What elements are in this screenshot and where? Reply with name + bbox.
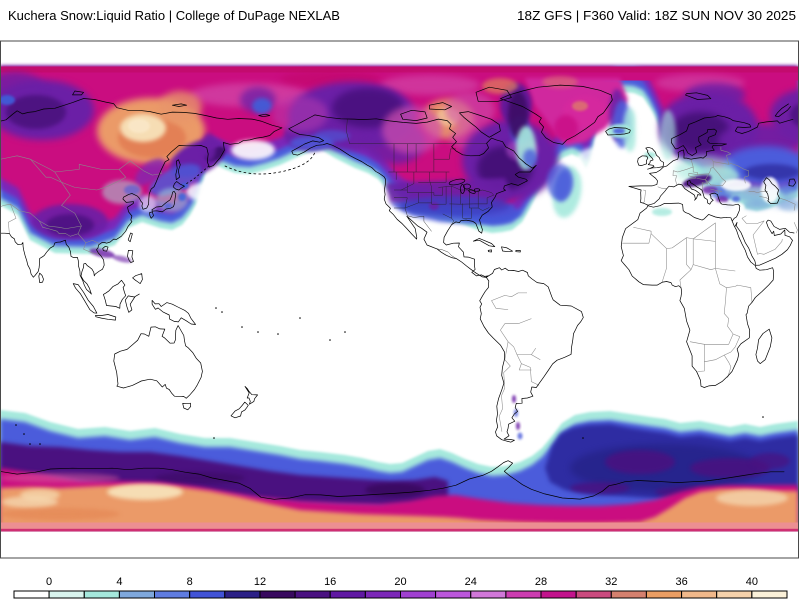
svg-text:0: 0 bbox=[46, 576, 52, 588]
svg-text:28: 28 bbox=[535, 576, 547, 588]
svg-text:20: 20 bbox=[394, 576, 406, 588]
svg-text:18Z GFS | F360 Valid: 18Z SUN: 18Z GFS | F360 Valid: 18Z SUN NOV 30 202… bbox=[517, 9, 796, 23]
svg-text:24: 24 bbox=[465, 576, 477, 588]
svg-text:16: 16 bbox=[324, 576, 336, 588]
svg-text:40: 40 bbox=[746, 576, 758, 588]
svg-text:36: 36 bbox=[675, 576, 687, 588]
svg-text:12: 12 bbox=[254, 576, 266, 588]
svg-text:8: 8 bbox=[187, 576, 193, 588]
svg-text:4: 4 bbox=[116, 576, 122, 588]
svg-text:Kuchera Snow:Liquid Ratio | Co: Kuchera Snow:Liquid Ratio | College of D… bbox=[8, 9, 340, 23]
svg-text:32: 32 bbox=[605, 576, 617, 588]
